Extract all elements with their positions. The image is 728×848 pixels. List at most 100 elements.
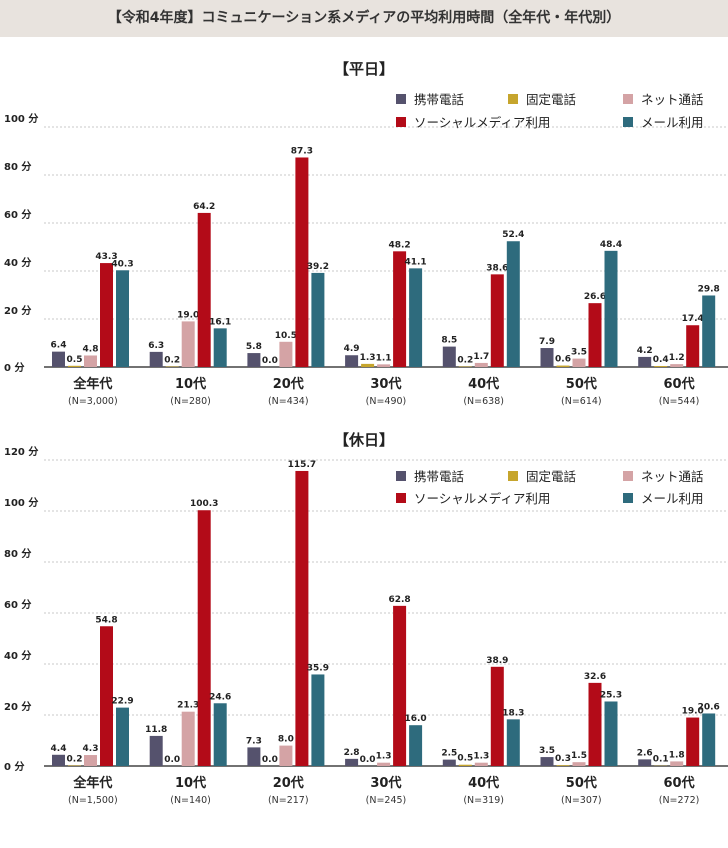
- weekday-sample-size-label: (N=614): [561, 396, 602, 407]
- weekday-data-label: 8.5: [441, 336, 457, 346]
- holiday-bar: [442, 759, 456, 766]
- weekday-y-tick-label: 0 分: [4, 361, 24, 374]
- weekday-bar: [409, 268, 423, 367]
- weekday-data-label: 0.6: [555, 355, 571, 365]
- weekday-y-tick-label: 20 分: [4, 304, 31, 317]
- holiday-data-label: 62.8: [388, 595, 410, 605]
- holiday-sample-size-label: (N=140): [170, 795, 211, 806]
- holiday-data-label: 18.3: [502, 708, 524, 718]
- holiday-bar: [393, 605, 407, 766]
- holiday-data-label: 0.2: [67, 754, 83, 764]
- holiday-sample-size-label: (N=319): [463, 795, 504, 806]
- holiday-legend-label: 携帯電話: [414, 469, 464, 484]
- holiday-bar: [197, 510, 211, 766]
- weekday-data-label: 48.2: [388, 240, 410, 250]
- holiday-y-tick-label: 120 分: [4, 445, 38, 458]
- weekday-bar: [702, 295, 716, 367]
- holiday-y-tick-label: 40 分: [4, 649, 31, 662]
- weekday-bar: [68, 365, 81, 367]
- holiday-bar: [311, 674, 325, 766]
- holiday-sample-size-label: (N=1,500): [68, 795, 118, 806]
- holiday-data-label: 1.3: [376, 752, 392, 762]
- holiday-y-tick-label: 100 分: [4, 496, 38, 509]
- holiday-bar: [279, 745, 293, 766]
- weekday-data-label: 0.2: [164, 356, 180, 366]
- weekday-data-label: 3.5: [571, 348, 587, 358]
- holiday-data-label: 1.3: [473, 752, 489, 762]
- weekday-legend-label: 携帯電話: [414, 92, 464, 107]
- holiday-data-label: 0.1: [653, 755, 669, 765]
- weekday-bar: [654, 366, 668, 367]
- weekday-bar: [295, 157, 309, 367]
- holiday-legend-swatch: [508, 471, 518, 481]
- holiday-category-label: 10代: [175, 775, 206, 791]
- weekday-data-label: 1.1: [376, 353, 392, 363]
- holiday-data-label: 2.5: [441, 749, 457, 759]
- holiday-category-label: 50代: [566, 775, 597, 791]
- weekday-legend-label: 固定電話: [526, 92, 576, 107]
- holiday-data-label: 38.9: [486, 656, 508, 666]
- holiday-data-label: 35.9: [307, 663, 329, 673]
- weekday-data-label: 6.4: [51, 341, 67, 351]
- weekday-panel-title: 【平日】: [334, 60, 394, 78]
- weekday-data-label: 39.2: [307, 262, 329, 272]
- weekday-data-label: 0.2: [457, 356, 473, 366]
- holiday-bar: [686, 717, 700, 766]
- holiday-category-label: 40代: [468, 775, 499, 791]
- weekday-bar: [442, 346, 456, 367]
- weekday-data-label: 1.3: [360, 353, 376, 363]
- weekday-bar: [116, 270, 129, 367]
- weekday-data-label: 41.1: [404, 257, 426, 267]
- weekday-bar: [490, 274, 504, 367]
- holiday-bar: [540, 757, 554, 766]
- holiday-bar: [345, 758, 359, 766]
- weekday-category-label: 20代: [273, 376, 304, 392]
- weekday-bar: [572, 358, 586, 367]
- holiday-data-label: 54.8: [95, 615, 117, 625]
- weekday-bar: [638, 356, 652, 367]
- weekday-y-tick-label: 100 分: [4, 112, 38, 125]
- weekday-data-label: 0.4: [653, 355, 669, 365]
- holiday-data-label: 0.0: [262, 755, 278, 765]
- holiday-legend-swatch: [623, 471, 633, 481]
- weekday-sample-size-label: (N=638): [463, 396, 504, 407]
- weekday-legend-swatch: [508, 94, 518, 104]
- weekday-y-tick-label: 40 分: [4, 256, 31, 269]
- holiday-bar: [702, 713, 716, 766]
- weekday-category-label: 60代: [664, 376, 695, 392]
- holiday-bar: [638, 759, 652, 766]
- holiday-bar: [213, 703, 227, 766]
- weekday-sample-size-label: (N=3,000): [68, 396, 118, 407]
- holiday-legend-swatch: [396, 493, 406, 503]
- weekday-data-label: 5.8: [246, 342, 262, 352]
- holiday-bar: [247, 747, 261, 766]
- holiday-data-label: 2.6: [637, 748, 653, 758]
- holiday-bar: [149, 735, 163, 766]
- holiday-bar: [409, 725, 423, 766]
- weekday-data-label: 16.1: [209, 317, 231, 327]
- weekday-bar: [556, 365, 570, 367]
- weekday-category-label: 50代: [566, 376, 597, 392]
- weekday-data-label: 1.7: [473, 352, 489, 362]
- holiday-data-label: 1.8: [669, 750, 685, 760]
- holiday-category-label: 全年代: [72, 775, 112, 791]
- weekday-category-label: 10代: [175, 376, 206, 392]
- holiday-bar: [295, 470, 309, 766]
- holiday-sample-size-label: (N=217): [268, 795, 309, 806]
- holiday-y-tick-label: 0 分: [4, 760, 24, 773]
- weekday-legend-label: メール利用: [641, 115, 704, 130]
- weekday-legend-swatch: [396, 117, 406, 127]
- holiday-data-label: 20.6: [698, 702, 720, 712]
- weekday-bar: [181, 321, 195, 367]
- holiday-category-label: 60代: [664, 775, 695, 791]
- holiday-bar: [604, 701, 618, 766]
- holiday-data-label: 19.0: [682, 707, 704, 717]
- holiday-sample-size-label: (N=245): [366, 795, 407, 806]
- holiday-bar: [670, 761, 684, 766]
- weekday-bar: [474, 362, 488, 367]
- weekday-category-label: 40代: [468, 376, 499, 392]
- weekday-bar: [52, 351, 65, 367]
- weekday-data-label: 0.0: [262, 356, 278, 366]
- holiday-data-label: 1.5: [571, 751, 587, 761]
